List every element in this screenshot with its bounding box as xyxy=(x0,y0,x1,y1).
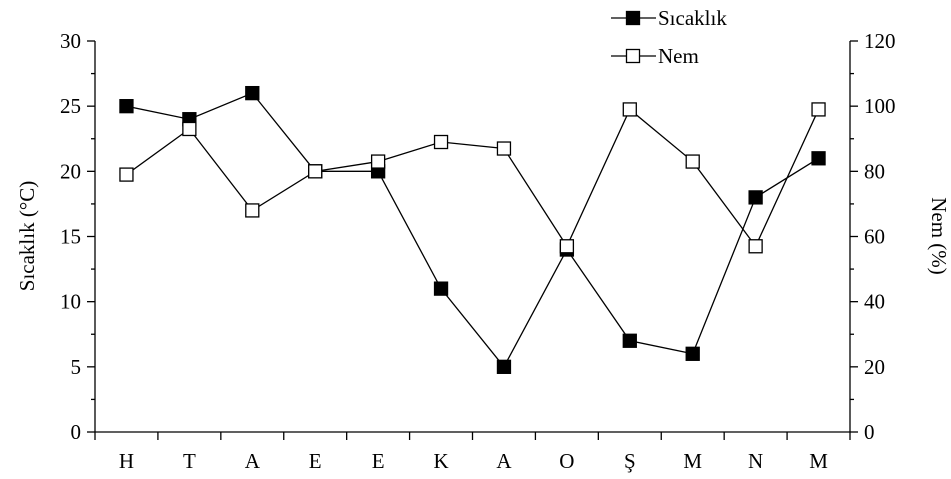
data-point-nem xyxy=(370,154,386,169)
data-point-sicaklik xyxy=(748,190,763,205)
x-axis-tick-label: M xyxy=(809,449,828,473)
left-axis-tick-label: 30 xyxy=(60,29,81,53)
x-axis-tick-label: O xyxy=(559,449,574,473)
x-axis-tick-label: N xyxy=(748,449,763,473)
data-point-sicaklik xyxy=(685,346,700,361)
x-axis-tick-label: E xyxy=(372,449,385,473)
right-axis-tick-label: 0 xyxy=(864,420,875,444)
data-point-sicaklik xyxy=(811,151,826,166)
data-point-nem xyxy=(182,121,197,137)
legend: Sıcaklık Nem xyxy=(611,6,727,68)
x-axis-tick-label: Ş xyxy=(624,449,636,473)
x-axis-tick-label: A xyxy=(496,449,512,473)
right-axis-tick-label: 80 xyxy=(864,159,885,183)
x-axis-tick-label: M xyxy=(683,449,702,473)
right-axis-tick-label: 20 xyxy=(864,355,885,379)
right-axis-title: Nem (%) xyxy=(927,197,951,275)
axes: 0 5 10 15 20 25 30 0 20 40 60 80 100 120 H T A E E K A O Ş M N M xyxy=(60,29,896,473)
x-axis-tick-label: H xyxy=(119,449,134,473)
series-layer xyxy=(119,85,826,374)
data-point-nem xyxy=(308,164,323,179)
data-point-nem xyxy=(748,239,763,254)
data-point-nem xyxy=(685,154,700,169)
left-axis-tick-label: 5 xyxy=(71,355,82,379)
left-axis-tick-label: 20 xyxy=(60,159,81,183)
data-point-sicaklik xyxy=(496,359,512,374)
right-axis-tick-label: 100 xyxy=(864,94,896,118)
data-point-nem xyxy=(496,141,512,156)
data-point-sicaklik xyxy=(119,99,134,114)
x-axis-tick-label: T xyxy=(183,449,196,473)
right-axis-tick-label: 60 xyxy=(864,225,885,249)
legend-label-sicaklik: Sıcaklık xyxy=(658,6,727,30)
series-line-sicaklik xyxy=(126,92,819,369)
data-point-nem xyxy=(245,203,260,218)
legend-marker-sicaklik xyxy=(625,10,641,26)
data-point-nem xyxy=(622,102,637,117)
data-point-sicaklik xyxy=(622,333,637,348)
legend-marker-nem xyxy=(625,48,641,64)
x-axis-tick-label: K xyxy=(433,449,448,473)
series-line-nem xyxy=(126,108,820,248)
data-point-nem xyxy=(433,134,449,150)
left-axis-title: Sıcaklık (°C) xyxy=(15,181,39,291)
data-point-nem xyxy=(559,239,575,254)
data-point-sicaklik xyxy=(433,281,449,296)
left-axis-tick-label: 25 xyxy=(60,94,81,118)
right-axis-tick-label: 40 xyxy=(864,290,885,314)
left-axis-tick-label: 15 xyxy=(60,225,81,249)
x-axis-tick-label: E xyxy=(309,449,322,473)
x-axis-tick-label: A xyxy=(245,449,261,473)
legend-label-nem: Nem xyxy=(658,44,699,68)
left-axis-tick-label: 0 xyxy=(71,420,82,444)
left-axis-tick-label: 10 xyxy=(60,290,81,314)
data-point-nem xyxy=(119,167,134,182)
data-point-sicaklik xyxy=(245,85,260,101)
data-point-nem xyxy=(811,102,826,117)
right-axis-tick-label: 120 xyxy=(864,29,896,53)
